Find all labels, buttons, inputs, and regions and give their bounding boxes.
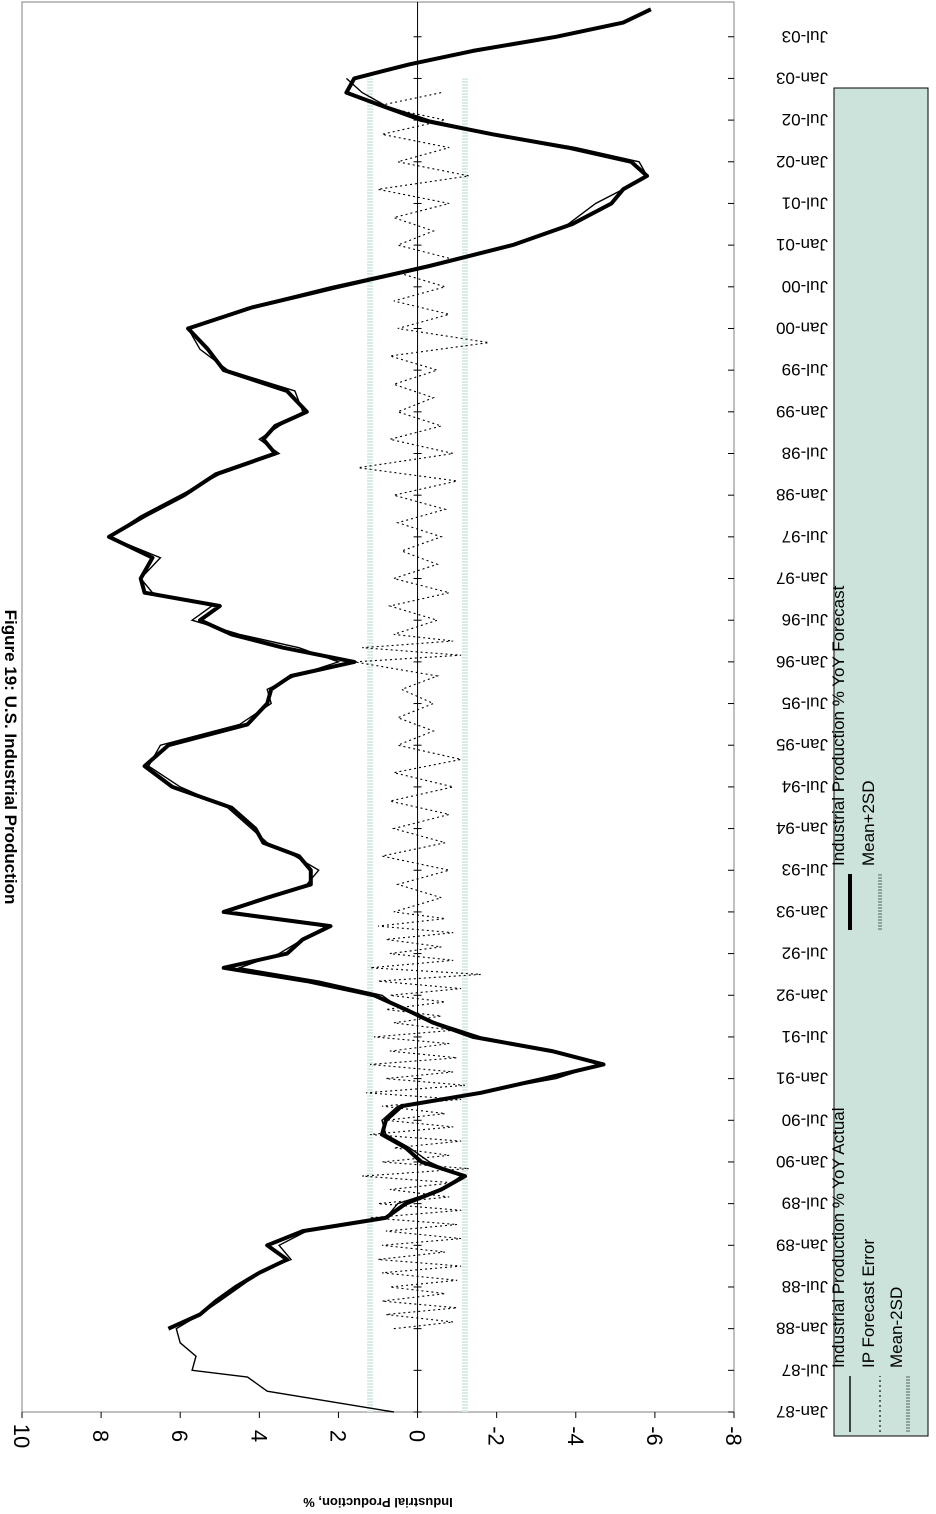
legend-label: IP Forecast Error bbox=[859, 1239, 878, 1368]
x-tick-label: Jul-94 bbox=[782, 777, 828, 796]
x-tick-label: Jan-03 bbox=[776, 68, 828, 87]
x-tick-label: Jul-03 bbox=[782, 27, 828, 46]
x-tick-label: Jul-87 bbox=[782, 1360, 828, 1379]
x-tick-label: Jul-01 bbox=[782, 193, 828, 212]
x-tick-label: Jul-98 bbox=[782, 443, 828, 462]
legend-label: Mean+2SD bbox=[859, 780, 878, 866]
y-tick-label: 8 bbox=[88, 1430, 113, 1442]
x-tick-label: Jan-02 bbox=[776, 152, 828, 171]
y-tick-label: -2 bbox=[484, 1426, 509, 1446]
x-tick-label: Jan-00 bbox=[776, 318, 828, 337]
y-tick-label: 10 bbox=[9, 1424, 34, 1448]
x-tick-label: Jan-89 bbox=[776, 1235, 828, 1254]
x-tick-label: Jan-93 bbox=[776, 902, 828, 921]
y-tick-label: -8 bbox=[721, 1426, 746, 1446]
x-tick-label: Jan-91 bbox=[776, 1069, 828, 1088]
x-tick-label: Jul-88 bbox=[782, 1277, 828, 1296]
x-tick-label: Jan-99 bbox=[776, 402, 828, 421]
x-tick-label: Jul-89 bbox=[782, 1194, 828, 1213]
y-tick-label: 0 bbox=[405, 1430, 430, 1442]
chart-title: Figure 19: U.S. Industrial Production bbox=[1, 610, 20, 905]
x-tick-label: Jul-95 bbox=[782, 694, 828, 713]
x-tick-label: Jul-91 bbox=[782, 1027, 828, 1046]
legend: Industrial Production % YoY Actual Indust… bbox=[829, 87, 929, 1437]
y-axis-title: Industrial Production, % bbox=[303, 1495, 453, 1510]
x-tick-label: Jul-96 bbox=[782, 610, 828, 629]
x-tick-label: Jan-87 bbox=[776, 1402, 828, 1421]
y-tick-label: 4 bbox=[246, 1430, 271, 1442]
x-tick-label: Jan-01 bbox=[776, 235, 828, 254]
legend-label: Industrial Production % YoY Forecast bbox=[829, 585, 848, 866]
x-tick-label: Jul-93 bbox=[782, 860, 828, 879]
x-tick-label: Jan-98 bbox=[776, 485, 828, 504]
legend-box bbox=[833, 87, 929, 1437]
y-tick-label: -4 bbox=[563, 1426, 588, 1446]
x-tick-label: Jan-90 bbox=[776, 1152, 828, 1171]
y-tick-label: 6 bbox=[167, 1430, 192, 1442]
x-tick-label: Jan-96 bbox=[776, 652, 828, 671]
y-tick-label: 2 bbox=[325, 1430, 350, 1442]
x-tick-label: Jul-90 bbox=[782, 1110, 828, 1129]
series-industrial-production-yoy-forecast bbox=[107, 7, 652, 1331]
x-tick-label: Jul-02 bbox=[782, 110, 828, 129]
x-tick-label: Jul-00 bbox=[782, 277, 828, 296]
y-tick-label: -6 bbox=[642, 1426, 667, 1446]
plot-area bbox=[21, 1, 735, 1413]
x-tick-label: Jul-99 bbox=[782, 360, 828, 379]
x-tick-label: Jan-88 bbox=[776, 1319, 828, 1338]
legend-label: Industrial Production % YoY Actual bbox=[829, 1107, 848, 1368]
legend-label: Mean-2SD bbox=[887, 1287, 906, 1368]
x-tick-label: Jan-97 bbox=[776, 569, 828, 588]
x-tick-label: Jan-94 bbox=[776, 819, 828, 838]
x-tick-label: Jan-95 bbox=[776, 735, 828, 754]
x-tick-label: Jul-97 bbox=[782, 527, 828, 546]
x-tick-label: Jan-92 bbox=[776, 985, 828, 1004]
x-tick-label: Jul-92 bbox=[782, 944, 828, 963]
